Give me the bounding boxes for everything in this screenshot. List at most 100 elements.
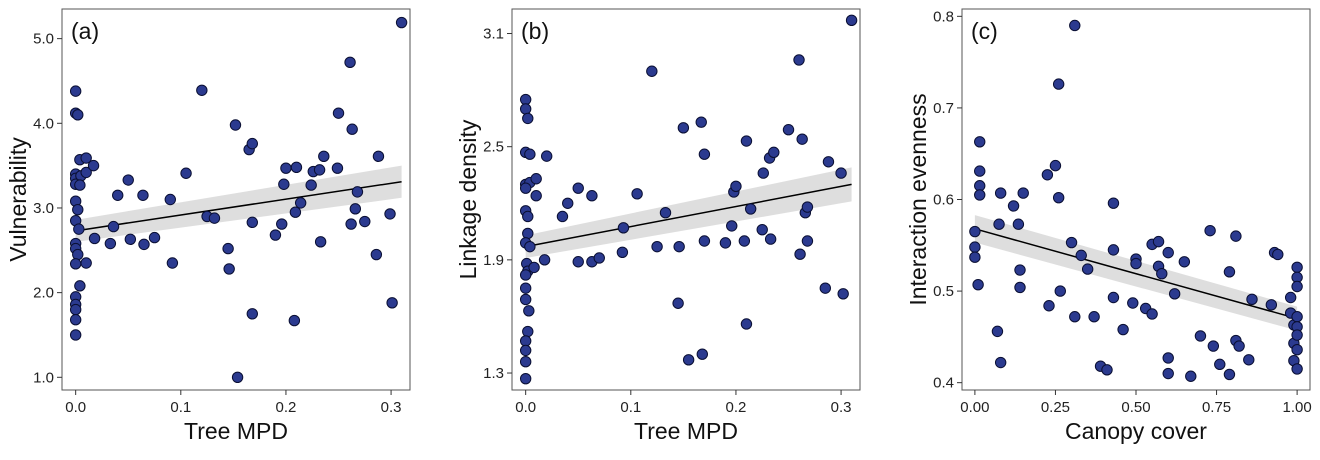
data-point-b [682, 354, 695, 366]
data-point-a [288, 314, 301, 327]
data-point-c [974, 189, 986, 201]
data-point-a [305, 179, 317, 191]
data-point-b [519, 293, 532, 306]
data-point-a [124, 233, 137, 245]
data-point-a [345, 218, 357, 230]
data-point-b [519, 335, 532, 347]
y-tick-label-a: 1.0 [33, 369, 54, 386]
data-point-c [1043, 300, 1055, 312]
x-tick-label-a: 0.2 [276, 399, 297, 416]
panel-c: (c) Canopy cover Interaction evenness 0.… [905, 8, 1312, 444]
data-point-c [1017, 187, 1029, 199]
data-point-b [793, 54, 805, 66]
data-point-c [1041, 169, 1054, 181]
plot-frame-a [61, 8, 411, 391]
data-point-a [196, 84, 208, 96]
data-point-b [538, 254, 551, 266]
data-point-b [524, 240, 536, 253]
data-point-a [318, 150, 330, 163]
data-point-c [1014, 264, 1026, 276]
data-point-c [1291, 311, 1303, 323]
data-point-a [72, 248, 84, 261]
data-point-c [1069, 19, 1081, 32]
data-point-a [276, 218, 288, 230]
data-point-c [1185, 370, 1197, 382]
data-point-c [1107, 291, 1120, 304]
data-point-a [88, 232, 101, 245]
data-point-b [522, 112, 534, 125]
data-point-b [768, 146, 780, 159]
data-point-c [1162, 352, 1174, 364]
data-point-b [522, 210, 534, 223]
y-axis-title-a: Vulnerability [5, 137, 31, 262]
data-point-b [519, 356, 532, 368]
data-point-b [522, 325, 534, 338]
data-point-c [1223, 266, 1236, 278]
data-point-a [395, 16, 408, 29]
data-point-b [822, 156, 835, 168]
data-point-a [229, 119, 242, 131]
data-point-b [757, 167, 769, 179]
y-tick-label-b: 2.5 [483, 139, 504, 156]
y-tick-label-a: 3.0 [33, 200, 54, 217]
data-point-c [1284, 291, 1297, 304]
data-point-c [994, 187, 1007, 199]
data-point-b [794, 248, 806, 260]
data-point-c [1265, 299, 1278, 311]
data-point-c [1291, 363, 1303, 375]
data-point-b [519, 344, 532, 357]
data-point-b [740, 135, 753, 147]
data-point-b [845, 14, 858, 27]
x-tick-label-c: 0.00 [960, 399, 989, 416]
y-tick-label-c: 0.5 [933, 283, 954, 300]
data-point-c [993, 218, 1005, 230]
x-tick-label-c: 1.00 [1283, 399, 1312, 416]
data-point-b [696, 348, 708, 360]
data-point-b [530, 173, 542, 185]
data-point-c [1065, 236, 1078, 249]
x-tick-label-b: 0.1 [620, 399, 641, 416]
data-point-a [386, 297, 398, 309]
data-point-b [801, 201, 814, 213]
x-tick-label-b: 0.2 [726, 399, 747, 416]
data-point-a [384, 208, 396, 220]
data-point-b [796, 133, 808, 145]
data-point-b [695, 116, 707, 128]
data-point-a [332, 107, 345, 119]
data-point-c [1127, 297, 1139, 309]
data-point-c [1233, 340, 1245, 352]
data-point-c [1054, 285, 1066, 297]
x-tick-label-c: 0.25 [1041, 399, 1070, 416]
data-point-b [519, 282, 532, 294]
data-point-b [738, 235, 751, 247]
panel-a: (a) Tree MPD Vulnerability 0.0 0.1 0.2 0.3 1… [5, 8, 411, 444]
y-tick-label-c: 0.4 [933, 375, 954, 392]
x-tick-label-a: 0.3 [381, 399, 402, 416]
data-point-a [278, 178, 290, 190]
data-point-a [80, 257, 92, 269]
y-axis-title-c: Interaction evenness [905, 93, 931, 305]
data-point-c [1291, 329, 1303, 341]
data-point-c [1107, 244, 1120, 256]
data-point-c [1168, 288, 1181, 300]
data-point-b [528, 261, 540, 274]
y-tick-label-a: 2.0 [33, 285, 54, 302]
data-point-c [1088, 311, 1100, 323]
data-point-b [719, 237, 732, 249]
x-tick-label-b: 0.0 [515, 399, 536, 416]
data-point-c [969, 241, 981, 253]
data-point-a [69, 258, 82, 270]
data-point-c [1207, 340, 1220, 352]
data-point-a [280, 162, 292, 174]
data-point-a [72, 203, 84, 216]
data-point-a [137, 189, 149, 201]
data-point-a [314, 236, 327, 248]
data-point-c [1007, 200, 1020, 212]
data-point-a [180, 167, 192, 179]
data-point-b [519, 103, 532, 115]
plot-frame-c [961, 8, 1311, 391]
data-point-c [1069, 311, 1081, 323]
data-point-c [974, 165, 986, 177]
data-point-b [586, 190, 598, 202]
